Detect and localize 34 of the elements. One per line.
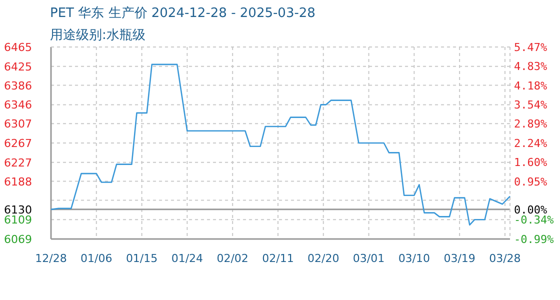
y-tick-label: 6130 <box>4 203 32 216</box>
x-tick-label: 12/28 <box>35 252 67 265</box>
x-tick-label: 01/24 <box>171 252 204 265</box>
y2-tick-label: -0.34% <box>514 214 554 227</box>
y2-tick-label: 2.89% <box>514 118 548 131</box>
y2-tick-label: 5.47% <box>514 41 548 54</box>
y-tick-label: 6109 <box>4 214 32 227</box>
x-tick-label: 03/01 <box>352 252 385 265</box>
y2-tick-label: -0.99% <box>514 233 554 246</box>
x-tick-label: 03/10 <box>398 252 430 265</box>
x-tick-label: 02/20 <box>308 252 340 265</box>
chart-subtitle: 用途级别:水瓶级 <box>50 28 146 43</box>
y-tick-label: 6267 <box>4 137 32 150</box>
x-tick-label: 01/15 <box>126 252 158 265</box>
y-tick-label: 6346 <box>4 98 32 112</box>
y2-tick-label: 0.95% <box>514 175 548 188</box>
y2-tick-label: 4.83% <box>514 60 548 74</box>
x-tick-label: 02/11 <box>262 252 294 265</box>
y-tick-label: 6188 <box>4 175 32 188</box>
y-tick-label: 6069 <box>4 233 32 246</box>
chart-title: PET 华东 生产价 2024-12-28 - 2025-03-28 <box>50 6 316 21</box>
y2-tick-label: 1.60% <box>514 156 548 170</box>
y-tick-label: 6425 <box>4 60 32 74</box>
x-tick-label: 03/19 <box>444 252 476 265</box>
y-tick-label: 6227 <box>4 156 32 170</box>
x-tick-label: 01/06 <box>80 252 112 265</box>
y2-tick-label: 4.18% <box>514 79 548 92</box>
x-tick-label: 02/02 <box>216 252 248 265</box>
y-tick-label: 6307 <box>4 118 32 131</box>
y2-tick-label: 3.54% <box>514 98 548 112</box>
y2-tick-label: 2.24% <box>514 137 548 150</box>
x-tick-label: 03/28 <box>489 252 521 265</box>
y-tick-label: 6386 <box>4 79 32 92</box>
y-tick-label: 6465 <box>4 41 32 54</box>
